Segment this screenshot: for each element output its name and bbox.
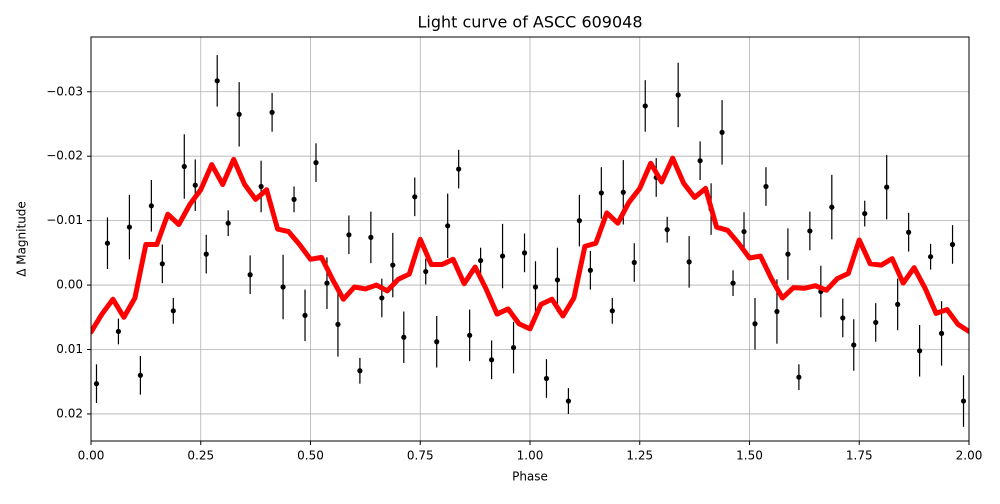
x-tick-label: 1.50 [736, 449, 763, 463]
data-point [137, 372, 143, 378]
y-tick-label: −0.01 [46, 213, 83, 227]
chart-title: Light curve of ASCC 609048 [417, 13, 642, 32]
data-point [346, 232, 352, 238]
data-point [115, 328, 122, 335]
data-point [565, 398, 572, 404]
data-point [412, 194, 418, 200]
y-tick-label: −0.03 [46, 84, 83, 98]
data-point [543, 375, 550, 382]
data-point [917, 348, 923, 354]
data-point [796, 374, 802, 380]
data-point [873, 319, 879, 326]
data-point [170, 308, 176, 314]
data-point [587, 267, 593, 273]
data-point [521, 250, 528, 256]
data-point [104, 240, 111, 246]
data-point [576, 218, 582, 224]
data-point [313, 160, 319, 166]
data-point [785, 251, 791, 257]
data-point [401, 334, 407, 340]
data-point [554, 277, 561, 283]
data-point [631, 259, 637, 266]
data-point [126, 224, 133, 230]
y-tick-label: 0.00 [56, 278, 83, 292]
x-tick-label: 2.00 [956, 449, 983, 463]
data-point [291, 196, 297, 202]
data-point [269, 109, 275, 115]
data-point [434, 339, 440, 345]
data-point [532, 284, 539, 290]
data-point [598, 190, 604, 196]
trend-line [91, 155, 969, 335]
data-point [620, 189, 626, 195]
x-tick-label: 1.25 [626, 449, 653, 463]
data-point [664, 227, 670, 233]
y-tick-label: 0.02 [56, 406, 83, 420]
data-point [203, 251, 209, 257]
data-point [423, 268, 429, 275]
data-point [214, 78, 220, 84]
data-point [752, 321, 758, 327]
data-point [379, 295, 385, 301]
x-tick-label: 0.00 [78, 449, 105, 463]
data-point [949, 241, 956, 248]
x-tick-label: 1.75 [846, 449, 873, 463]
data-point [884, 184, 890, 190]
y-axis-label: Δ Magnitude [15, 201, 29, 277]
x-tick-label: 0.75 [407, 449, 434, 463]
data-point [357, 368, 363, 374]
data-point [719, 129, 725, 135]
y-tick-label: 0.01 [56, 342, 83, 356]
data-point [741, 228, 747, 235]
data-point [192, 182, 198, 188]
data-point [225, 220, 231, 226]
data-point [499, 253, 506, 259]
data-point [686, 259, 692, 265]
data-point [774, 308, 780, 315]
data-point [960, 398, 967, 404]
data-point [445, 223, 451, 229]
data-point [478, 257, 484, 264]
data-point [467, 332, 473, 338]
data-point [851, 342, 857, 348]
data-point [236, 111, 242, 117]
data-point [642, 103, 648, 109]
data-point [280, 284, 286, 290]
x-tick-label: 0.50 [297, 449, 324, 463]
data-point [927, 254, 934, 260]
x-tick-label: 0.25 [187, 449, 214, 463]
data-point [763, 183, 769, 190]
data-point [840, 315, 846, 321]
y-tick-label: −0.02 [46, 149, 83, 163]
data-point [456, 166, 462, 172]
data-point [895, 301, 901, 308]
data-point [390, 262, 396, 268]
data-point [302, 312, 308, 318]
data-point [335, 321, 341, 327]
data-point [488, 357, 495, 363]
data-point [906, 229, 912, 235]
data-point [730, 280, 736, 286]
data-point [148, 203, 154, 209]
data-point [609, 308, 615, 314]
data-point [181, 163, 187, 170]
x-tick-label: 1.00 [517, 449, 544, 463]
data-point [829, 204, 835, 210]
data-point [324, 280, 330, 286]
data-point [510, 344, 517, 351]
data-point [159, 261, 165, 267]
data-point [247, 272, 253, 278]
data-point [697, 158, 703, 164]
data-point [675, 92, 681, 98]
x-axis-label: Phase [512, 470, 548, 484]
data-point [368, 234, 374, 240]
data-point [93, 381, 100, 387]
data-point [938, 330, 945, 336]
data-point [862, 210, 868, 217]
data-point [807, 228, 813, 234]
data-point [258, 183, 264, 190]
